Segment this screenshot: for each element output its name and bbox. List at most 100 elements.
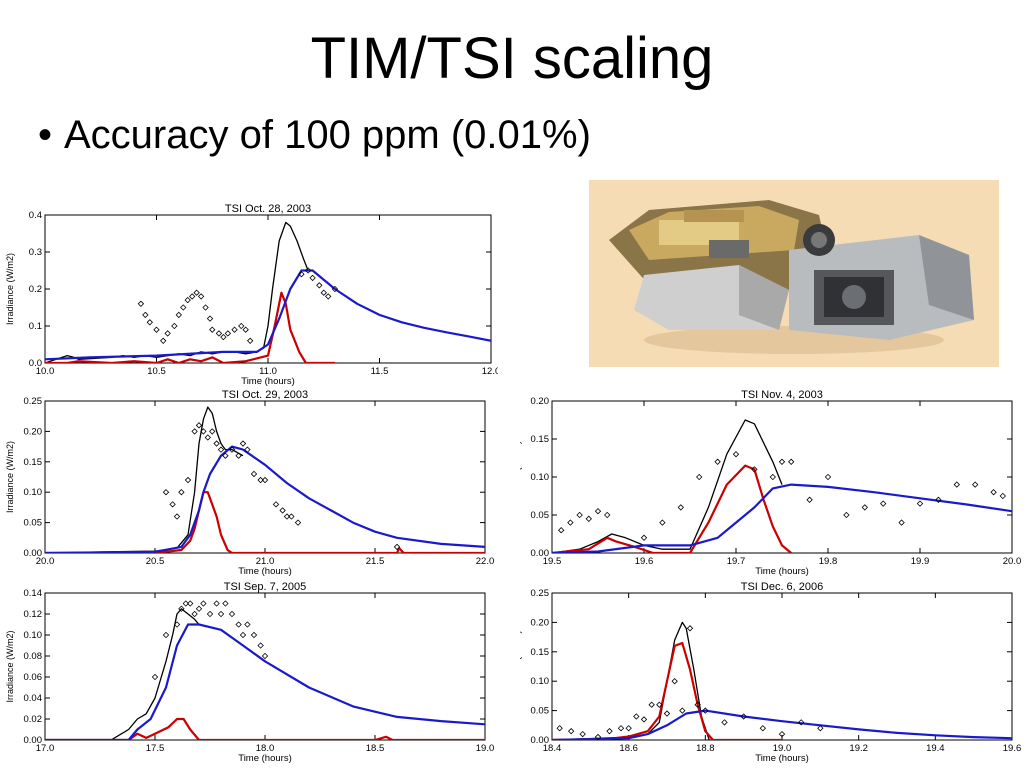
data-point — [164, 330, 171, 337]
data-point — [824, 473, 832, 481]
data-point — [663, 710, 671, 717]
data-point — [325, 293, 332, 300]
data-point — [320, 289, 327, 296]
x-tick-label: 19.2 — [849, 743, 868, 754]
y-tick-label: 0.2 — [29, 284, 42, 295]
data-point — [576, 511, 583, 519]
y-tick-label: 0.04 — [24, 693, 43, 704]
chart-dec6: TSI Dec. 6, 2006 18.4 18.6 18.8 19.0 19.2 19.4… — [520, 580, 1024, 768]
y-tick-label: 0.10 — [24, 487, 43, 498]
chart-oct28-svg: TSI Oct. 28, 2003 10.0 10.5 11.0 11.5 12.0 0.0… — [5, 203, 498, 387]
x-tick-label: 19.6 — [635, 556, 654, 567]
data-point — [579, 730, 586, 738]
data-point — [331, 285, 339, 293]
series-line-black — [45, 608, 200, 740]
y-tick-label: 0.06 — [24, 672, 43, 683]
data-point — [160, 337, 167, 344]
data-point — [769, 473, 776, 481]
data-point — [204, 434, 211, 441]
data-point — [788, 458, 795, 465]
y-tick-label: 0.02 — [24, 714, 43, 725]
data-point — [556, 725, 563, 732]
data-point — [558, 527, 565, 534]
data-point — [294, 519, 302, 526]
x-tick-label: 17.0 — [36, 743, 55, 754]
data-point — [175, 311, 182, 319]
chart-nov4-svg: TSI Nov. 4, 2003 19.5 19.6 19.7 19.8 19.9 20.0… — [520, 389, 1022, 577]
x-axis-label: Time (hours) — [755, 566, 809, 577]
data-point — [209, 326, 216, 333]
data-point — [246, 337, 254, 344]
data-point — [222, 452, 229, 459]
series-line-red — [45, 491, 485, 553]
data-point — [244, 446, 251, 453]
data-point — [171, 322, 178, 330]
data-point — [213, 440, 220, 447]
data-point — [585, 515, 592, 522]
y-axis-label: Irradiance (W/m2) — [520, 630, 522, 702]
data-point — [806, 496, 813, 503]
y-axis-label: Irradiance (W/m2) — [520, 441, 522, 513]
x-tick-label: 10.0 — [36, 366, 55, 377]
data-point — [178, 489, 185, 496]
x-tick-label: 22.0 — [476, 556, 495, 567]
series-line-blue — [552, 483, 1012, 553]
data-point — [182, 600, 189, 607]
chart-title: TSI Dec. 6, 2006 — [741, 581, 824, 593]
data-point — [250, 470, 258, 478]
data-point — [162, 489, 170, 496]
data-point — [261, 652, 269, 660]
data-point — [193, 289, 200, 296]
y-tick-label: 0.15 — [531, 647, 550, 658]
instrument-photo — [589, 180, 999, 367]
data-point — [633, 713, 640, 720]
data-point — [604, 511, 611, 519]
data-point — [640, 716, 648, 723]
y-tick-label: 0.10 — [531, 472, 550, 483]
data-point — [656, 701, 663, 708]
data-point — [197, 293, 205, 300]
x-axis-label: Time (hours) — [755, 753, 809, 764]
bullet-dot: • — [38, 113, 53, 157]
y-tick-label: 0.12 — [24, 609, 43, 620]
data-point — [953, 481, 960, 488]
x-axis-label: Time (hours) — [241, 376, 295, 387]
data-point — [935, 496, 942, 503]
data-point — [228, 446, 236, 453]
x-tick-label: 11.0 — [259, 366, 277, 377]
bullet-item: • Accuracy of 100 ppm (0.01%) — [38, 112, 591, 158]
data-point — [153, 326, 160, 333]
data-point — [288, 513, 295, 520]
data-point — [594, 733, 602, 740]
data-point — [239, 440, 247, 447]
data-point — [261, 476, 269, 484]
y-tick-label: 0.00 — [531, 735, 550, 746]
x-tick-label: 18.4 — [543, 743, 562, 754]
data-point — [200, 428, 207, 435]
y-tick-label: 0.05 — [531, 706, 550, 717]
chart-sep7: TSI Sep. 7, 2005 17.0 17.5 18.0 18.5 19.0 0.00… — [3, 580, 500, 768]
data-point — [972, 481, 979, 488]
chart-nov4: TSI Nov. 4, 2003 19.5 19.6 19.7 19.8 19.9 20.0… — [520, 388, 1024, 580]
data-point — [316, 282, 323, 289]
x-tick-label: 20.0 — [1003, 556, 1022, 567]
chart-oct29-svg: TSI Oct. 29, 2003 20.0 20.5 21.0 21.5 22.0 0.0… — [5, 389, 495, 577]
slide-title: TIM/TSI scaling — [310, 26, 714, 91]
data-point — [257, 642, 264, 649]
series-line-black — [552, 419, 783, 553]
data-point — [189, 293, 196, 300]
series-line-black — [552, 621, 710, 740]
data-point — [235, 621, 242, 628]
y-axis-label: Irradiance (W/m2) — [5, 441, 15, 513]
data-point — [238, 322, 245, 330]
plot-frame — [44, 214, 492, 364]
data-point — [702, 707, 709, 714]
x-tick-label: 20.0 — [36, 556, 55, 567]
x-tick-label: 17.5 — [146, 743, 165, 754]
x-tick-label: 21.5 — [366, 556, 385, 567]
x-tick-label: 19.6 — [1003, 743, 1022, 754]
data-point — [195, 605, 203, 612]
data-point — [191, 428, 198, 435]
data-point — [594, 508, 602, 515]
data-point — [242, 326, 249, 333]
